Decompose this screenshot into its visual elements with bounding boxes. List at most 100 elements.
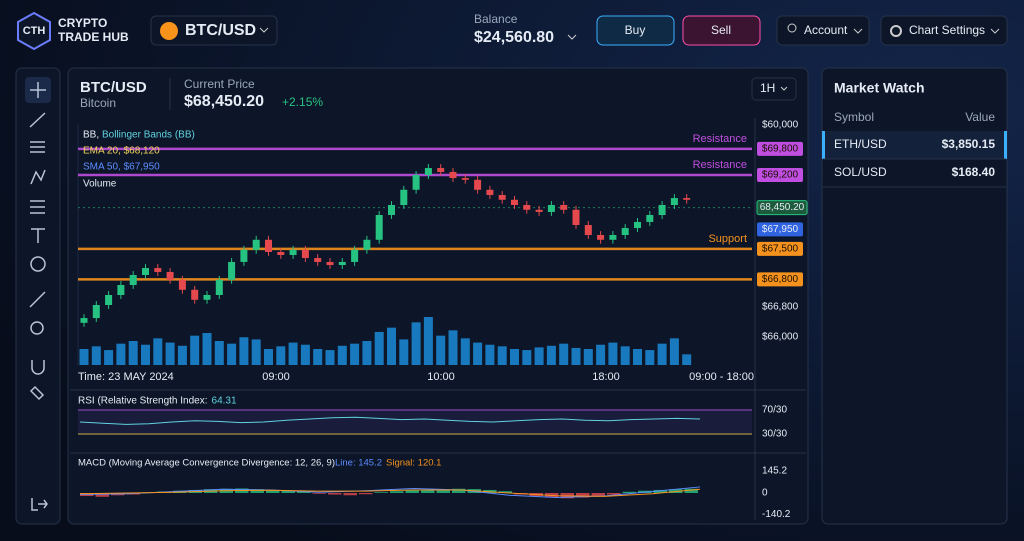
settings-box[interactable] xyxy=(880,15,1008,46)
volume-bar xyxy=(583,349,593,365)
candle-body xyxy=(597,235,605,240)
volume-bar xyxy=(79,349,89,365)
volume-bar xyxy=(485,344,495,365)
mw-symbol[interactable]: ETH/USD xyxy=(834,137,887,151)
tool-line[interactable] xyxy=(29,112,46,128)
candle-body xyxy=(375,215,383,240)
pair[interactable]: BTC/USD xyxy=(185,22,256,39)
volume-bar xyxy=(239,337,249,365)
volume-bar xyxy=(411,322,421,365)
macd-bar xyxy=(250,489,264,493)
mw-col: Value xyxy=(965,110,995,124)
mw-row-marker xyxy=(822,131,825,159)
mw-symbol[interactable]: SOL/USD xyxy=(834,165,887,179)
rsi-line xyxy=(79,416,701,425)
tool-emoji[interactable] xyxy=(30,256,46,272)
legend-sma: SMA 50, $67,950 xyxy=(83,162,160,173)
candle-body xyxy=(498,195,506,200)
candle-body xyxy=(166,271,174,280)
buy-button[interactable]: Buy xyxy=(596,15,675,46)
candle-body xyxy=(683,198,691,200)
candle-body xyxy=(388,205,395,215)
volume-bar xyxy=(374,331,384,365)
macd-bar xyxy=(281,490,295,493)
interval-select[interactable]: 1H xyxy=(751,77,797,101)
volume-bar xyxy=(288,342,298,365)
volume-bar xyxy=(153,338,163,365)
sell-box[interactable] xyxy=(682,15,761,46)
tool-magnet[interactable] xyxy=(31,360,45,375)
volume-bar xyxy=(546,345,556,365)
account[interactable]: Account xyxy=(804,23,848,37)
candle-body xyxy=(511,199,518,205)
candle-body xyxy=(437,168,445,172)
candle-body xyxy=(277,251,285,255)
mw-title: Market Watch xyxy=(834,80,925,96)
volume-bar xyxy=(165,342,175,365)
mw-col: Symbol xyxy=(834,110,874,124)
tool-zoom[interactable] xyxy=(30,321,44,335)
candle-body xyxy=(523,205,531,210)
level-tag xyxy=(757,168,803,182)
rsi-level-label: 30/30 xyxy=(762,429,787,440)
candle-body xyxy=(240,249,248,262)
interval[interactable]: 1H xyxy=(760,81,775,95)
candle-body xyxy=(584,225,592,235)
volume-bar xyxy=(522,350,532,365)
rsi-band xyxy=(78,410,752,434)
volume-bar xyxy=(264,349,273,365)
btc-icon xyxy=(160,22,178,40)
candle-body xyxy=(326,261,334,265)
tool-fib[interactable] xyxy=(30,141,45,153)
account-box[interactable] xyxy=(776,15,870,46)
brand: CRYPTO xyxy=(58,16,107,30)
tool-ruler[interactable] xyxy=(29,291,46,308)
market-watch xyxy=(821,67,1008,525)
candle-body xyxy=(215,279,223,295)
macd-bar xyxy=(374,492,388,493)
axis-label: $60,000 xyxy=(762,120,799,131)
volume-bar xyxy=(337,345,347,365)
pair-select[interactable]: BTC/USD xyxy=(150,15,278,46)
sma-tag xyxy=(757,222,803,237)
time-label: Time: 23 MAY 2024 xyxy=(78,371,174,383)
level-tag xyxy=(757,241,803,256)
tool-pattern[interactable] xyxy=(30,169,46,185)
level-name: Resistance xyxy=(693,133,747,145)
volume-bar xyxy=(177,345,187,365)
logo: CTH xyxy=(23,25,46,37)
volume-bar xyxy=(559,343,569,365)
account-button[interactable]: Account xyxy=(776,15,870,46)
settings[interactable]: Chart Settings xyxy=(909,23,985,37)
settings-button[interactable]: Chart Settings xyxy=(880,15,1008,46)
macd-bar xyxy=(607,493,621,495)
buy-box[interactable] xyxy=(596,15,675,46)
sell-button[interactable]: Sell xyxy=(682,15,761,46)
volume-bar xyxy=(91,346,101,365)
macd-bar xyxy=(95,493,109,497)
logo-hex xyxy=(17,11,51,51)
tool-channel[interactable] xyxy=(30,200,45,214)
tool-crosshair[interactable] xyxy=(30,82,46,98)
candle-body xyxy=(314,258,322,262)
chevron xyxy=(990,28,1000,34)
candle-body xyxy=(191,289,199,300)
tool-logout[interactable] xyxy=(31,498,48,511)
volume-bar xyxy=(682,354,692,365)
macd-bar xyxy=(421,489,435,493)
candle-body xyxy=(535,209,543,212)
tool-lock[interactable] xyxy=(29,385,45,401)
mw-row-selected[interactable] xyxy=(823,131,1006,159)
pair-select-box[interactable] xyxy=(150,15,278,46)
candle-body xyxy=(560,205,568,210)
macd-bar xyxy=(297,491,311,493)
user-icon xyxy=(787,23,797,33)
interval-box[interactable] xyxy=(751,77,797,101)
candle-body xyxy=(400,189,408,205)
level-name: Support xyxy=(708,233,747,245)
macd-tick: -140.2 xyxy=(762,509,791,520)
volume-bar xyxy=(657,343,667,365)
sell[interactable]: Sell xyxy=(711,23,731,37)
tool-text[interactable] xyxy=(31,228,45,243)
buy[interactable]: Buy xyxy=(625,23,646,37)
